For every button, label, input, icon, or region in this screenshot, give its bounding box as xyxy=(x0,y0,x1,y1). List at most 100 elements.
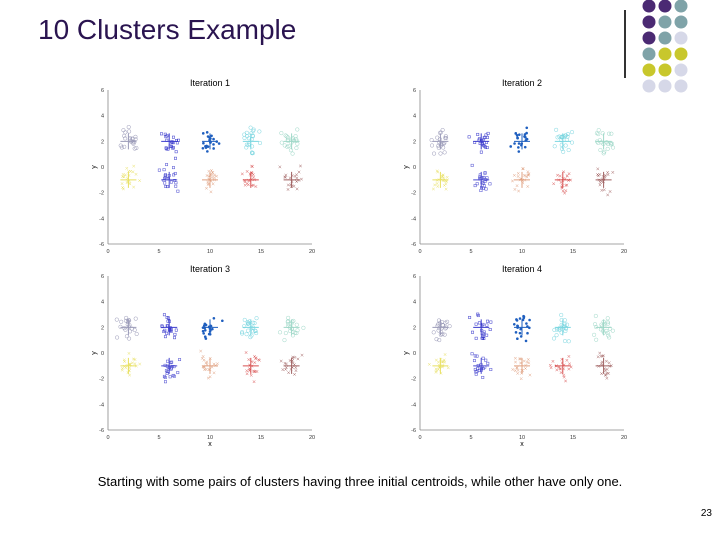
x-tick-label: 0 xyxy=(106,249,109,255)
data-point xyxy=(489,320,493,324)
cluster-points xyxy=(429,127,449,156)
centroid-marker xyxy=(514,171,530,188)
data-point xyxy=(282,338,287,343)
data-point xyxy=(279,359,283,363)
data-point xyxy=(437,338,442,343)
data-point xyxy=(437,326,442,331)
data-point xyxy=(122,144,127,149)
data-point xyxy=(442,150,447,155)
centroid-marker xyxy=(554,319,571,336)
centroid-marker xyxy=(161,133,178,150)
data-point xyxy=(128,373,132,377)
x-tick-label: 15 xyxy=(258,435,264,441)
data-point xyxy=(519,327,522,331)
data-point xyxy=(138,362,142,366)
data-point xyxy=(608,142,613,147)
data-point xyxy=(519,377,523,381)
data-point xyxy=(122,358,126,362)
x-tick-label: 20 xyxy=(621,249,627,255)
data-point xyxy=(210,171,214,174)
data-point xyxy=(242,135,247,141)
data-point xyxy=(432,151,437,156)
y-tick-label: 2 xyxy=(413,325,416,331)
data-point xyxy=(253,328,258,333)
data-point xyxy=(563,143,568,148)
data-point xyxy=(134,331,139,336)
data-point xyxy=(250,144,255,149)
data-point xyxy=(562,373,566,377)
data-point xyxy=(555,368,559,372)
data-point xyxy=(611,170,615,174)
centroid-marker xyxy=(242,357,259,374)
data-point xyxy=(518,133,521,136)
cluster-points xyxy=(240,164,258,188)
cluster-points xyxy=(279,353,304,376)
data-point xyxy=(514,331,518,334)
data-point xyxy=(609,131,614,136)
data-point xyxy=(254,357,258,361)
cluster-points xyxy=(162,358,182,384)
centroid-marker xyxy=(242,171,259,188)
data-point xyxy=(286,315,291,320)
data-point xyxy=(253,329,258,334)
centroid-marker xyxy=(283,357,300,374)
data-point xyxy=(119,319,124,324)
data-point xyxy=(279,140,284,145)
data-point xyxy=(565,183,569,187)
data-point xyxy=(476,314,480,318)
centroid-marker xyxy=(473,319,490,336)
data-point xyxy=(559,180,563,184)
data-point xyxy=(559,322,564,327)
data-point xyxy=(512,322,516,326)
data-point xyxy=(516,337,519,340)
slide-title: 10 Clusters Example xyxy=(38,14,297,45)
data-point xyxy=(125,166,129,170)
decor-dot xyxy=(674,79,688,93)
data-point xyxy=(480,139,484,143)
data-point xyxy=(610,145,616,150)
data-point xyxy=(436,328,441,333)
centroid-marker xyxy=(202,357,218,374)
data-point xyxy=(122,133,127,138)
decor-dot xyxy=(642,31,656,45)
data-point xyxy=(561,189,565,193)
data-point xyxy=(513,187,517,191)
data-point xyxy=(127,318,132,323)
data-point xyxy=(470,352,474,356)
cluster-points xyxy=(431,318,452,343)
data-point xyxy=(132,185,136,189)
data-point xyxy=(473,367,477,371)
centroid-marker xyxy=(432,357,449,374)
data-point xyxy=(567,354,571,358)
cluster-points xyxy=(470,352,493,379)
data-point xyxy=(210,134,213,138)
data-point xyxy=(285,135,291,140)
data-point xyxy=(130,361,134,365)
data-point xyxy=(429,138,434,143)
data-point xyxy=(114,317,119,322)
data-point xyxy=(242,324,247,329)
data-point xyxy=(559,312,564,318)
data-point xyxy=(434,358,438,362)
data-point xyxy=(199,349,203,353)
data-point xyxy=(569,130,575,135)
data-point xyxy=(177,138,180,142)
data-point xyxy=(515,184,519,188)
data-point xyxy=(513,142,516,145)
x-tick-label: 5 xyxy=(157,435,160,441)
data-point xyxy=(604,140,609,145)
decor-dot xyxy=(642,79,656,93)
data-point xyxy=(600,131,605,136)
data-point xyxy=(467,135,471,139)
cluster-points xyxy=(120,351,142,377)
cluster-points xyxy=(552,127,575,154)
data-point xyxy=(598,173,602,177)
data-point xyxy=(601,354,605,358)
data-point xyxy=(165,372,169,375)
cluster-points xyxy=(244,351,261,384)
data-point xyxy=(244,130,249,135)
cluster-points xyxy=(157,163,180,193)
data-point xyxy=(526,170,530,174)
data-point xyxy=(165,163,169,167)
